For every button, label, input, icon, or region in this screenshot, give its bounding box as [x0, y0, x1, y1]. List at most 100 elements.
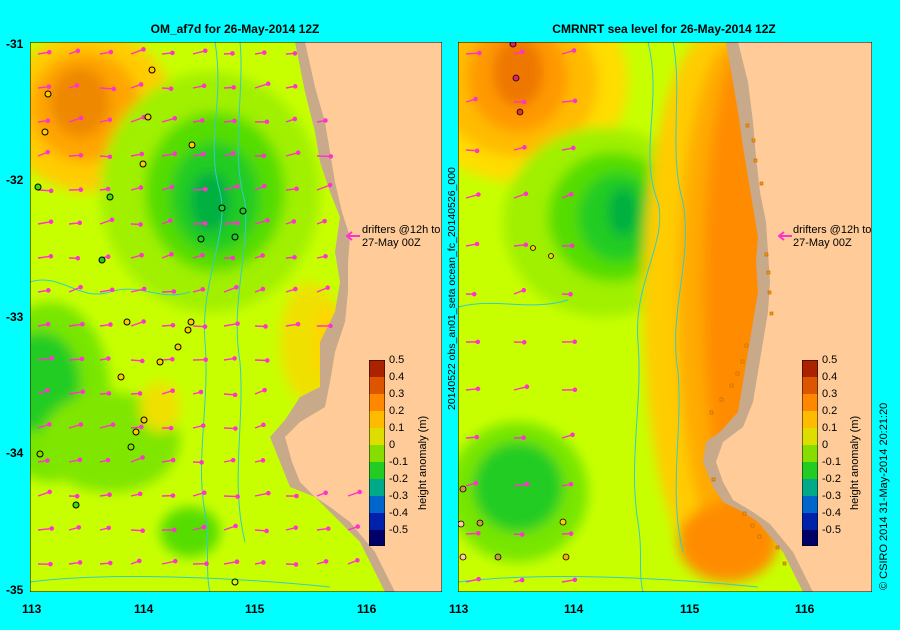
vector-head — [522, 145, 527, 150]
left-drifter-note: drifters @12h to 27-May 00Z — [362, 224, 440, 250]
vector-head — [260, 253, 265, 258]
vector-head — [169, 184, 175, 190]
vector-head — [79, 356, 85, 362]
vector-head — [521, 339, 527, 345]
x-tick: 115 — [680, 602, 700, 616]
vector-head — [292, 254, 297, 260]
vector-head — [520, 49, 525, 55]
vector-head — [45, 458, 50, 463]
vector-head — [45, 118, 51, 124]
vector-head — [108, 322, 113, 327]
cb-tick: 0.1 — [389, 422, 405, 434]
vector-head — [233, 523, 238, 529]
vector-head — [172, 116, 178, 121]
vector-head — [75, 255, 81, 261]
vector-head — [265, 81, 271, 86]
vector-head — [199, 118, 205, 123]
vector-head — [106, 391, 112, 396]
vector-head — [355, 524, 361, 529]
right-colorbar-label: height anomaly (m) — [849, 415, 861, 510]
vector-head — [107, 560, 113, 566]
vector-head — [323, 559, 329, 564]
vector-head — [568, 481, 574, 487]
vector-head — [48, 561, 53, 567]
vector-head — [234, 184, 240, 189]
vector-head — [170, 322, 176, 328]
vector-head — [107, 117, 113, 123]
vector-head — [265, 358, 270, 363]
vector-head — [266, 490, 271, 496]
vector-head — [571, 145, 576, 151]
vector-head — [572, 387, 578, 393]
vector-head — [138, 222, 143, 227]
vector-head — [475, 339, 481, 345]
vector-head — [474, 241, 480, 247]
vector-head — [294, 186, 299, 192]
right-side-label: 20140522 obs_an01_seta ocean_fc_20140526… — [446, 167, 458, 410]
vector-head — [74, 83, 80, 88]
vector-head — [292, 84, 298, 89]
cb-tick: -0.4 — [822, 507, 841, 519]
vector-head — [169, 252, 174, 257]
vector-head — [139, 252, 144, 258]
vector-head — [140, 528, 145, 534]
vector-head — [49, 526, 55, 531]
current-vector — [254, 83, 269, 89]
vector-head — [293, 286, 298, 292]
vector-head — [323, 118, 328, 123]
vector-head — [234, 285, 239, 290]
vector-head — [200, 287, 206, 292]
vector-head — [231, 85, 236, 90]
vector-head — [105, 457, 111, 463]
vector-head — [45, 321, 51, 327]
cb-tick: -0.1 — [389, 456, 408, 468]
vector-head — [357, 489, 362, 495]
vector-head — [234, 220, 240, 226]
vector-head — [262, 183, 267, 189]
vector-head — [199, 460, 204, 465]
vector-head — [474, 148, 480, 154]
vector-head — [46, 84, 52, 89]
vector-head — [47, 422, 52, 427]
vector-head — [294, 493, 299, 499]
vector-head — [232, 356, 237, 361]
x-tick: 116 — [357, 602, 377, 616]
vector-head — [109, 287, 115, 293]
vector-head — [234, 559, 240, 565]
vector-head — [261, 153, 267, 159]
current-vector — [223, 322, 238, 327]
vector-head — [524, 481, 530, 487]
vector-head — [233, 426, 238, 431]
vector-head — [200, 252, 205, 258]
vector-head — [139, 358, 145, 364]
x-tick: 114 — [134, 602, 154, 616]
current-vector — [68, 390, 83, 395]
vector-head — [521, 435, 526, 441]
vector-head — [45, 149, 51, 155]
vector-head — [136, 558, 142, 564]
credit-text: © CSIRO 2014 31-May-2014 20:21:20 — [878, 402, 890, 590]
vector-head — [107, 154, 113, 160]
x-tick: 115 — [245, 602, 265, 616]
current-vector — [99, 87, 114, 90]
cb-tick: 0.4 — [389, 371, 405, 383]
vector-head — [138, 185, 144, 190]
cb-tick: 0.5 — [822, 354, 838, 366]
left-map — [30, 42, 442, 592]
vector-head — [568, 291, 573, 297]
current-vector — [316, 184, 331, 191]
vector-head — [264, 119, 270, 125]
cb-tick: -0.1 — [822, 456, 841, 468]
vector-head — [232, 118, 237, 124]
vector-head — [323, 253, 328, 259]
vector-head — [170, 493, 176, 498]
current-vector — [37, 357, 52, 361]
vector-head — [78, 284, 83, 290]
vector-head — [202, 324, 208, 329]
vector-head — [105, 254, 111, 260]
vector-head — [230, 457, 236, 463]
cb-tick: -0.4 — [389, 507, 408, 519]
vector-head — [262, 387, 267, 393]
vector-head — [292, 116, 298, 122]
vector-head — [230, 51, 235, 56]
